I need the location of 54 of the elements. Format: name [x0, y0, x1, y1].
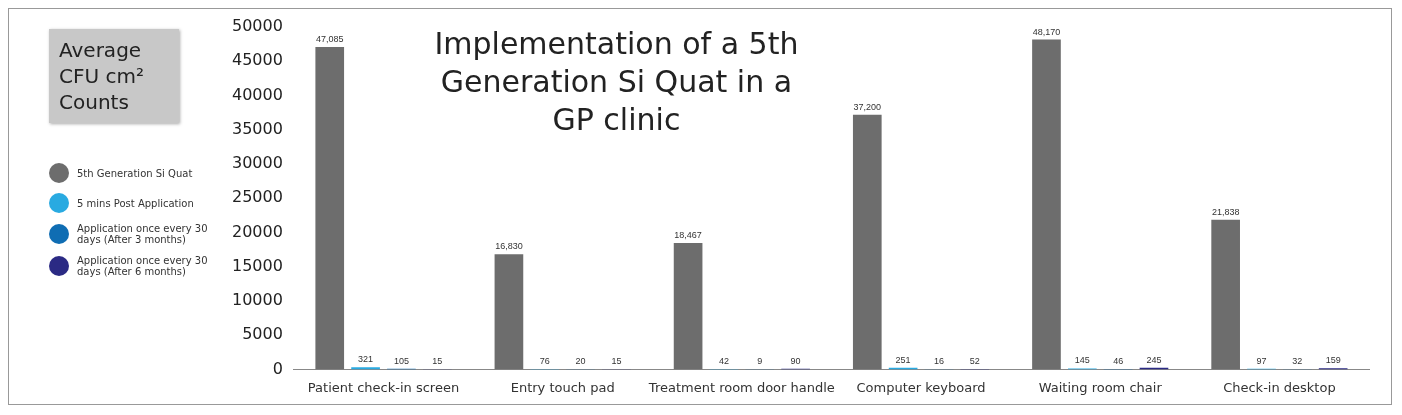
data-label: 97: [1256, 355, 1267, 366]
bar: [351, 367, 380, 370]
data-label: 16: [933, 356, 944, 367]
data-label: 251: [895, 354, 911, 365]
data-label: 321: [358, 354, 374, 365]
bar: [494, 254, 524, 370]
data-label: 159: [1325, 355, 1341, 366]
data-label: 15: [432, 356, 443, 367]
y-tick-label: 30000: [231, 153, 283, 173]
x-tick-label: Patient check-in screen: [307, 379, 460, 395]
data-label: 52: [969, 356, 980, 367]
data-label: 37,200: [853, 101, 882, 112]
data-label: 9: [757, 356, 763, 367]
y-tick-label: 10000: [231, 290, 283, 310]
legend-label: 5 mins Post Application: [77, 197, 195, 209]
data-label: 48,170: [1032, 26, 1061, 37]
data-label: 32: [1292, 356, 1303, 367]
data-label: 105: [393, 355, 409, 366]
bar: [315, 46, 345, 370]
legend-label: 5th Generation Si Quat: [77, 167, 194, 179]
y-axis-title: Average CFU cm² Counts: [49, 29, 179, 123]
y-tick-label: 45000: [231, 50, 283, 70]
data-label: 18,467: [674, 229, 702, 240]
data-label: 21,838: [1211, 206, 1240, 217]
x-tick-label: Entry touch pad: [510, 379, 615, 395]
x-tick-label: Waiting room chair: [1038, 379, 1163, 395]
data-label: 47,085: [315, 33, 344, 44]
text: Implementation of a 5th Generation Si Quat in a GP clinic: [434, 25, 799, 137]
data-label: 46: [1113, 356, 1124, 367]
bar: [1032, 39, 1061, 370]
x-tick-label: Treatment room door handle: [647, 379, 835, 395]
data-label: 20: [575, 356, 586, 367]
y-tick-label: 25000: [231, 187, 283, 207]
data-label: 16,830: [495, 241, 523, 252]
data-label: 145: [1074, 355, 1090, 366]
y-tick-label: 40000: [231, 84, 283, 104]
y-tick-label: 0: [272, 358, 283, 378]
data-label: 245: [1146, 354, 1162, 365]
data-label: 76: [539, 355, 550, 366]
bar: [673, 242, 703, 370]
y-tick-label: 35000: [231, 118, 283, 138]
x-tick-label: Computer keyboard: [856, 379, 986, 395]
data-label: 42: [718, 356, 729, 367]
x-tick-label: Check-in desktop: [1223, 379, 1336, 395]
bar: [852, 114, 882, 370]
y-tick-label: 50000: [231, 16, 283, 36]
data-label: 90: [790, 355, 801, 366]
legend-label: Application once every 30 days (After 3 months): [77, 223, 209, 245]
y-tick-label: 20000: [231, 221, 283, 241]
data-label: 15: [611, 356, 622, 367]
y-tick-label: 5000: [242, 324, 283, 344]
bar: [1211, 219, 1240, 370]
y-tick-label: 15000: [231, 255, 283, 275]
legend-label: Application once every 30 days (After 6 months): [77, 255, 209, 277]
